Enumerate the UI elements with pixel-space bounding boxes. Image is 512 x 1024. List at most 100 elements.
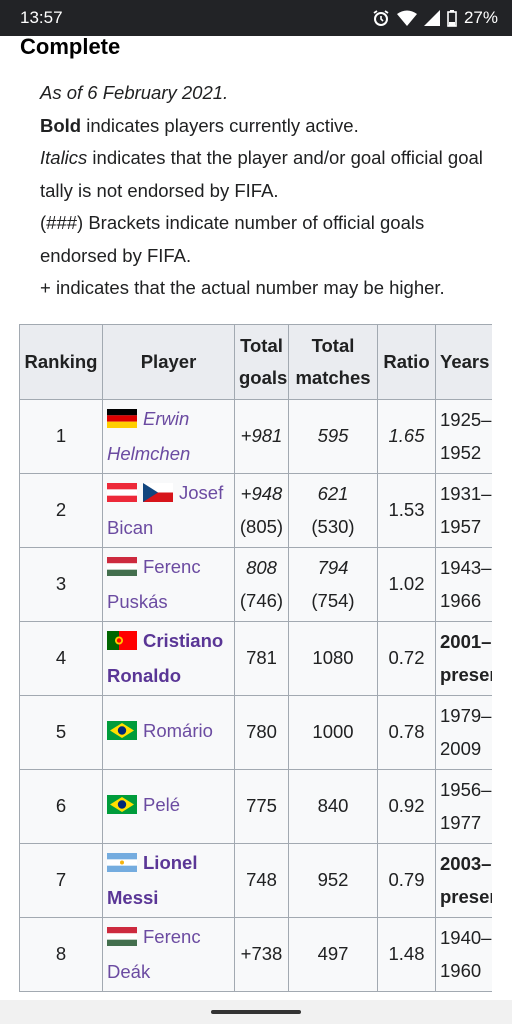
header-years[interactable]: Years: [435, 324, 492, 400]
table-row: 3 Ferenc Puskás 808 (746) 794 (754) 1.02 1943– 19…: [19, 547, 492, 622]
years-cell: 1943– 1966: [435, 547, 492, 622]
table-row: 2 Josef Bican +948 (805) 621 (530) 1.53 1931– 19…: [19, 473, 492, 548]
battery-icon: [447, 9, 457, 27]
player-cell: Romário: [102, 695, 235, 770]
years-from: 1943–: [440, 557, 492, 578]
ranking-cell: 2: [19, 473, 103, 548]
player-link[interactable]: Cristiano Ronaldo: [107, 630, 223, 687]
ratio-cell: 1.65: [377, 399, 436, 474]
hungary-flag-icon: [107, 924, 137, 957]
years-from: 2003–: [440, 853, 492, 874]
goals-value: +981: [240, 425, 283, 447]
cell-text: 8: [55, 943, 67, 965]
years-from: 2001–: [440, 631, 492, 652]
total-matches-cell: 497: [288, 917, 378, 992]
matches-value: 497: [317, 943, 349, 965]
player-cell: Josef Bican: [102, 473, 235, 548]
bold-note: Bold indicates players currently active.: [40, 110, 500, 143]
ratio-cell: 1.53: [377, 473, 436, 548]
player-link[interactable]: Ferenc Puskás: [107, 556, 201, 613]
ratio-cell: 1.48: [377, 917, 436, 992]
player-cell: Ferenc Deák: [102, 917, 235, 992]
header-total-matches[interactable]: Total matches: [288, 324, 378, 400]
goals-official: (746): [239, 589, 284, 611]
years-to: present: [440, 663, 492, 685]
portugal-flag-icon: [107, 628, 137, 661]
table-row: 4 Cristiano Ronaldo 781 1080 0.72 2001– present: [19, 621, 492, 696]
cell-text: 4: [55, 647, 67, 669]
player-link[interactable]: Romário: [143, 720, 213, 741]
total-matches-cell: 840: [288, 769, 378, 844]
as-of-note: As of 6 February 2021.: [40, 82, 229, 103]
total-goals-cell: 780: [234, 695, 289, 770]
goals-value: 781: [246, 647, 277, 669]
cell-text: 6: [55, 795, 67, 817]
years-to: 2009: [440, 737, 482, 759]
total-matches-cell: 1000: [288, 695, 378, 770]
cell-text: 5: [55, 721, 67, 743]
clock: 13:57: [20, 8, 63, 27]
player-last-name: Ronaldo: [107, 665, 181, 686]
header-ranking[interactable]: Ranking: [19, 324, 103, 400]
years-from: 1940–: [440, 927, 492, 948]
ratio-cell: 0.79: [377, 843, 436, 918]
ratio-value: 0.78: [388, 721, 425, 743]
player-first-name: Ferenc: [143, 555, 201, 577]
ratio-cell: 1.02: [377, 547, 436, 622]
brazil-flag-icon: [107, 792, 137, 825]
player-cell: Pelé: [102, 769, 235, 844]
goals-official: (805): [239, 515, 284, 537]
italics-word: Italics: [40, 147, 88, 168]
header-player[interactable]: Player: [102, 324, 235, 400]
home-gesture-handle[interactable]: [211, 1010, 301, 1014]
header-ratio[interactable]: Ratio: [377, 324, 436, 400]
ranking-cell: 5: [19, 695, 103, 770]
total-matches-cell: 595: [288, 399, 378, 474]
matches-value: 1000: [312, 721, 354, 743]
header-total-goals[interactable]: Total goals: [234, 324, 289, 400]
total-goals-cell: 808 (746): [234, 547, 289, 622]
ratio-value: 0.92: [388, 795, 425, 817]
ratio-value: 1.53: [388, 499, 425, 521]
years-cell: 2001– present: [435, 621, 492, 696]
battery-percent: 27%: [463, 8, 498, 27]
years-cell: 2003– present: [435, 843, 492, 918]
matches-value: 621: [317, 483, 349, 504]
ratio-value: 1.65: [388, 425, 425, 447]
brazil-flag-icon: [107, 718, 137, 751]
goalscorers-table-scroll[interactable]: Ranking Player Total goals Total matches…: [19, 324, 492, 1024]
goals-value: 775: [246, 795, 277, 817]
cell-text: 7: [55, 869, 67, 891]
status-icons: 27%: [372, 8, 498, 28]
player-link[interactable]: Ferenc Deák: [107, 926, 201, 983]
notes: As of 6 February 2021. Bold indicates pl…: [40, 77, 500, 305]
ratio-value: 0.79: [388, 869, 425, 891]
years-to: 1952: [440, 441, 482, 463]
bold-word: Bold: [40, 114, 82, 136]
matches-official: (754): [311, 589, 355, 611]
years-to: 1957: [440, 515, 482, 537]
navigation-bar: [0, 1000, 512, 1024]
years-from: 1931–: [440, 483, 492, 504]
player-link[interactable]: Pelé: [143, 794, 180, 815]
ranking-cell: 6: [19, 769, 103, 844]
bold-rest: indicates players currently active.: [81, 114, 359, 136]
years-to: present: [440, 885, 492, 907]
ranking-cell: 7: [19, 843, 103, 918]
ratio-cell: 0.78: [377, 695, 436, 770]
total-goals-cell: 781: [234, 621, 289, 696]
player-link[interactable]: Josef Bican: [107, 482, 223, 539]
table-row: 1 Erwin Helmchen +981 595 1.65 1925– 1952: [19, 399, 492, 474]
player-cell: Erwin Helmchen: [102, 399, 235, 474]
goals-value: +738: [240, 943, 283, 965]
player-link[interactable]: Erwin Helmchen: [107, 408, 190, 465]
player-link[interactable]: Lionel Messi: [107, 852, 197, 909]
total-goals-cell: 748: [234, 843, 289, 918]
years-cell: 1931– 1957: [435, 473, 492, 548]
player-cell: Ferenc Puskás: [102, 547, 235, 622]
player-last-name: Helmchen: [107, 443, 191, 464]
years-cell: 1979– 2009: [435, 695, 492, 770]
years-to: 1966: [440, 589, 482, 611]
years-to: 1977: [440, 811, 482, 833]
austria-flag-icon: [107, 480, 137, 513]
